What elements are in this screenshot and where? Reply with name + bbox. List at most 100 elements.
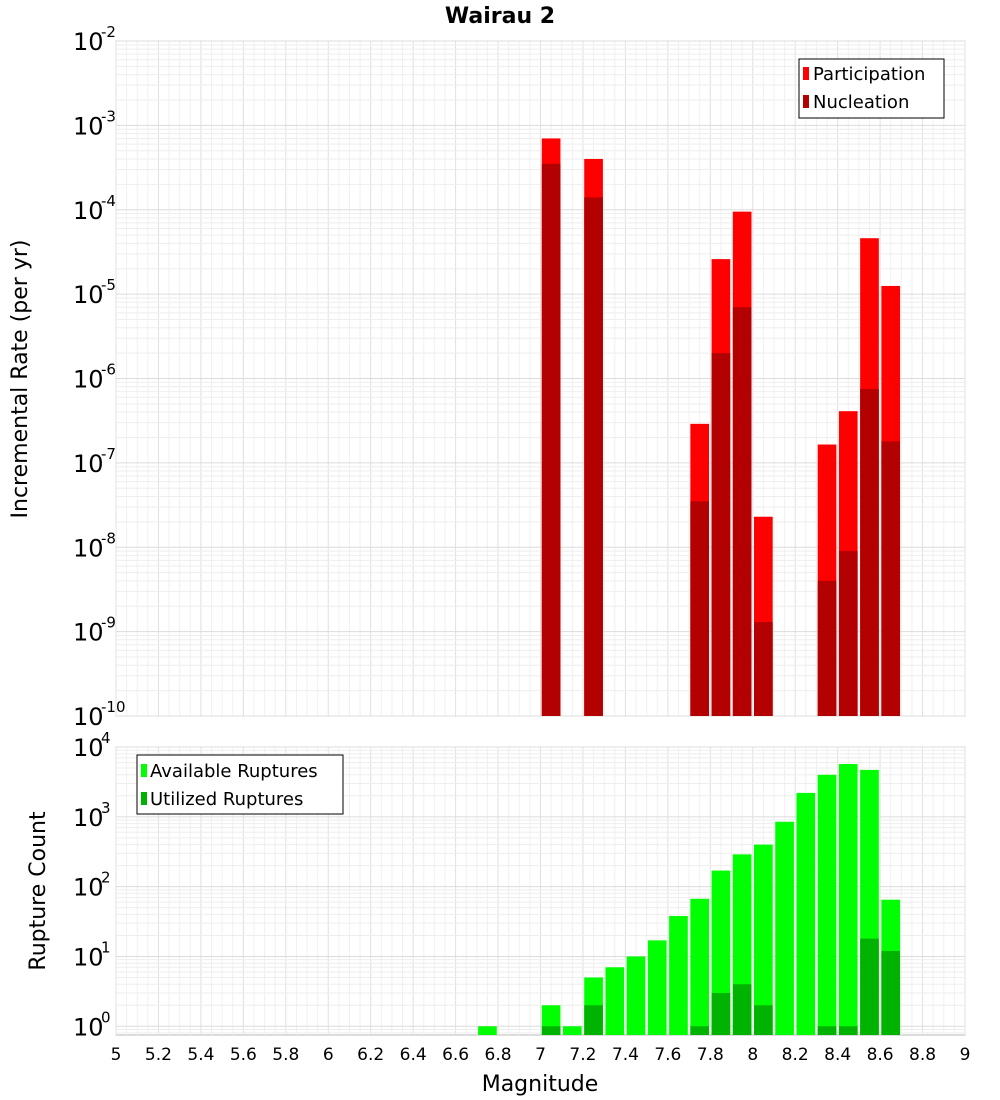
bar-utilized-ruptures: [860, 938, 879, 1035]
x-tick-label: 8.2: [782, 1045, 809, 1065]
count-y-axis-label: Rupture Count: [26, 811, 51, 971]
y-tick-exponent: 2: [101, 869, 111, 887]
x-tick-label: 6.4: [400, 1045, 427, 1065]
y-tick-label: 10: [73, 874, 104, 902]
bar-utilized-ruptures: [690, 1026, 710, 1035]
available-ruptures-legend-label: Available Ruptures: [150, 761, 318, 782]
bar-available-ruptures: [626, 956, 646, 1035]
y-tick-exponent: -3: [101, 107, 116, 125]
bar-nucleation: [881, 441, 901, 716]
participation-legend-swatch: [803, 67, 809, 80]
bar-available-ruptures: [838, 764, 858, 1035]
utilized-ruptures-legend-label: Utilized Ruptures: [150, 789, 303, 810]
y-tick-label: 10: [73, 112, 104, 140]
y-tick-exponent: -10: [101, 698, 126, 716]
x-axis-label: Magnitude: [482, 1072, 599, 1097]
magnitude-x-ticks: 5 5.2 5.4 5.6 5.8 6 6.2 6.4 6.6 6.8 7 7.2 7.4 7.6 7.8 8…: [111, 1045, 971, 1065]
x-tick-label: 6.2: [357, 1045, 384, 1065]
x-tick-label: 5.4: [187, 1045, 214, 1065]
bar-nucleation: [541, 163, 561, 717]
rate-bars: [541, 138, 901, 717]
bar-available-ruptures: [478, 1026, 497, 1035]
y-tick-label: 10: [73, 703, 104, 731]
y-tick-exponent: -7: [101, 445, 116, 463]
y-tick-label: 10: [73, 1013, 104, 1041]
y-tick-label: 10: [73, 534, 104, 562]
bar-utilized-ruptures: [817, 1026, 837, 1035]
x-tick-label: 7.8: [697, 1045, 724, 1065]
bar-utilized-ruptures: [881, 950, 901, 1035]
y-tick-label: 10: [73, 281, 104, 309]
x-tick-label: 5.6: [230, 1045, 257, 1065]
bar-available-ruptures: [605, 967, 625, 1035]
y-tick-label: 10: [73, 619, 104, 647]
y-tick-exponent: -9: [101, 614, 116, 632]
bar-nucleation: [838, 551, 858, 716]
bar-nucleation: [754, 622, 773, 716]
bar-available-ruptures: [775, 821, 794, 1035]
y-tick-exponent: -8: [101, 529, 116, 547]
x-tick-label: 5: [111, 1045, 122, 1065]
bar-available-ruptures: [669, 915, 688, 1035]
bar-available-ruptures: [647, 940, 667, 1035]
y-tick-label: 10: [73, 804, 104, 832]
y-tick-exponent: 3: [101, 799, 111, 817]
bar-nucleation: [817, 580, 837, 716]
bar-available-ruptures: [796, 792, 816, 1035]
bar-nucleation: [860, 389, 879, 716]
x-tick-label: 6.8: [485, 1045, 512, 1065]
rate-y-axis-label: Incremental Rate (per yr): [8, 240, 33, 519]
y-tick-label: 10: [73, 943, 104, 971]
nucleation-legend-swatch: [803, 95, 809, 108]
y-tick-exponent: -6: [101, 361, 116, 379]
rate-legend: Participation Nucleation: [798, 58, 945, 119]
bar-nucleation: [732, 307, 752, 716]
nucleation-legend-label: Nucleation: [813, 92, 909, 113]
bar-available-ruptures: [690, 898, 710, 1035]
bar-nucleation: [690, 501, 710, 716]
bar-utilized-ruptures: [711, 992, 731, 1035]
y-tick-exponent: 0: [101, 1008, 111, 1026]
bar-available-ruptures: [754, 844, 773, 1035]
count-bars: [478, 764, 901, 1035]
x-tick-label: 5.2: [145, 1045, 172, 1065]
bar-available-ruptures: [562, 1026, 582, 1035]
bar-utilized-ruptures: [584, 1005, 603, 1035]
count-legend: Available Ruptures Utilized Ruptures: [136, 754, 344, 815]
x-tick-label: 9: [960, 1045, 971, 1065]
bar-available-ruptures: [817, 774, 837, 1035]
utilized-ruptures-legend-swatch: [141, 792, 147, 805]
x-tick-label: 6.6: [442, 1045, 469, 1065]
y-tick-exponent: -2: [101, 23, 116, 41]
y-tick-exponent: 4: [101, 729, 111, 747]
bar-utilized-ruptures: [541, 1026, 561, 1035]
x-tick-label: 8.4: [824, 1045, 851, 1065]
bar-utilized-ruptures: [732, 984, 752, 1035]
y-tick-exponent: 1: [101, 938, 111, 956]
rate-gridlines: [115, 40, 966, 717]
y-tick-label: 10: [73, 366, 104, 394]
y-tick-label: 10: [73, 197, 104, 225]
bar-utilized-ruptures: [754, 1005, 773, 1035]
available-ruptures-legend-swatch: [141, 764, 147, 777]
participation-legend-label: Participation: [813, 64, 925, 85]
x-tick-label: 7: [535, 1045, 546, 1065]
x-tick-label: 7.4: [612, 1045, 639, 1065]
bar-nucleation: [711, 353, 731, 716]
x-tick-label: 8.8: [909, 1045, 936, 1065]
chart-title: Wairau 2: [445, 4, 555, 29]
x-tick-label: 8: [747, 1045, 758, 1065]
count-legend-box: [136, 754, 344, 815]
x-tick-label: 7.2: [569, 1045, 596, 1065]
bar-nucleation: [584, 197, 603, 717]
y-tick-label: 10: [73, 450, 104, 478]
y-tick-label: 10: [73, 28, 104, 56]
bar-utilized-ruptures: [838, 1026, 858, 1035]
x-tick-label: 6: [323, 1045, 334, 1065]
x-tick-label: 5.8: [272, 1045, 299, 1065]
